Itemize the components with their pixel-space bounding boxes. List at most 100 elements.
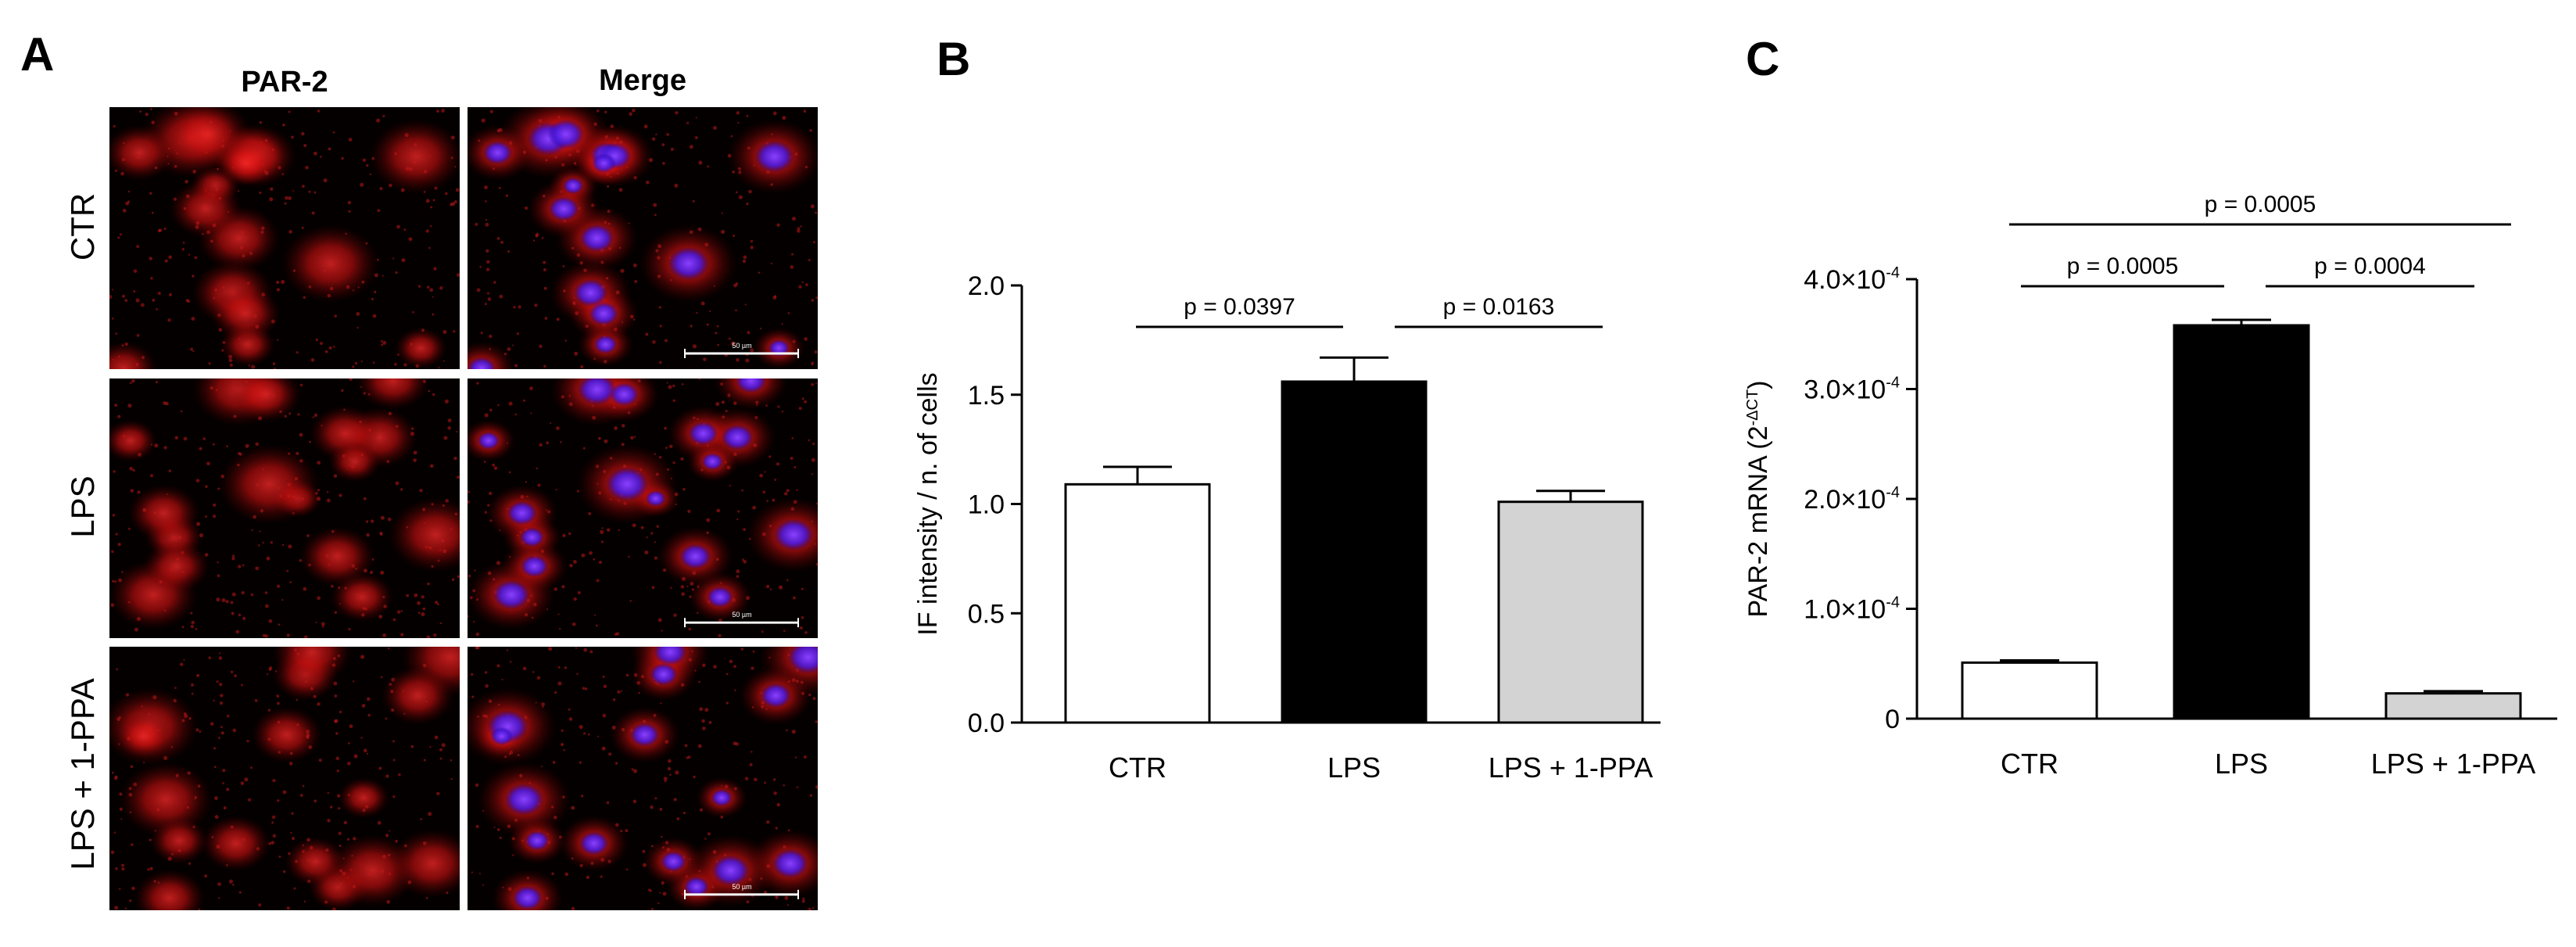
- speckle: [129, 811, 132, 814]
- speckle: [276, 694, 279, 698]
- speckle: [604, 221, 607, 224]
- cell-signal: [143, 540, 210, 593]
- speckle: [288, 230, 292, 234]
- speckle: [213, 766, 217, 769]
- speckle: [661, 630, 663, 632]
- speckle: [808, 439, 811, 442]
- speckle: [268, 619, 273, 623]
- speckle: [546, 833, 549, 835]
- speckle: [355, 567, 357, 570]
- speckle: [238, 891, 242, 894]
- speckle: [428, 389, 431, 393]
- speckle: [431, 565, 434, 568]
- speckle: [360, 361, 363, 363]
- speckle: [620, 690, 623, 692]
- speckle: [255, 325, 260, 329]
- cell-signal: [252, 706, 321, 763]
- speckle: [749, 762, 753, 766]
- speckle: [760, 877, 763, 880]
- speckle: [815, 720, 818, 723]
- speckle: [721, 400, 725, 404]
- speckle: [341, 156, 344, 160]
- speckle: [471, 871, 473, 873]
- speckle: [349, 724, 353, 729]
- speckle: [646, 536, 648, 539]
- scale-bar-label: 50 µm: [732, 611, 751, 619]
- speckle: [507, 250, 511, 253]
- speckle: [568, 532, 571, 536]
- speckle: [550, 422, 552, 425]
- nucleus: [468, 357, 496, 369]
- nucleus: [579, 831, 609, 856]
- speckle: [288, 762, 293, 766]
- speckle: [735, 309, 737, 312]
- speckle: [264, 138, 268, 142]
- speckle: [217, 561, 219, 564]
- speckle: [528, 781, 532, 784]
- speckle: [437, 603, 439, 606]
- speckle: [563, 749, 565, 752]
- speckle: [278, 751, 281, 754]
- speckle: [640, 468, 643, 472]
- speckle: [186, 805, 189, 809]
- speckle: [217, 882, 221, 886]
- speckle: [335, 756, 339, 761]
- speckle: [640, 526, 644, 529]
- speckle: [310, 687, 313, 691]
- speckle: [238, 613, 242, 617]
- speckle: [564, 872, 569, 877]
- speckle: [735, 282, 739, 285]
- speckle: [721, 784, 723, 787]
- speckle: [692, 199, 695, 203]
- speckle: [561, 395, 564, 399]
- speckle: [692, 571, 697, 576]
- speckle: [481, 118, 485, 123]
- speckle: [382, 854, 386, 859]
- speckle: [500, 240, 504, 244]
- speckle: [618, 188, 623, 192]
- speckle: [213, 194, 215, 196]
- speckle: [118, 716, 121, 719]
- speckle: [654, 556, 658, 560]
- speckle: [119, 792, 123, 796]
- speckle: [579, 260, 583, 265]
- speckle: [720, 815, 724, 819]
- speckle: [634, 280, 638, 283]
- speckle: [629, 314, 634, 319]
- speckle: [281, 280, 285, 285]
- speckle: [299, 459, 303, 463]
- y-axis-label: PAR-2 mRNA (2-ΔCT): [1743, 381, 1773, 618]
- speckle: [545, 159, 548, 162]
- speckle: [540, 549, 545, 553]
- speckle: [204, 874, 208, 878]
- speckle: [586, 875, 590, 880]
- speckle: [199, 533, 204, 538]
- cell-signal: [109, 342, 157, 369]
- speckle: [571, 622, 576, 626]
- speckle: [360, 655, 365, 659]
- speckle: [292, 511, 295, 515]
- speckle: [668, 385, 672, 389]
- speckle: [598, 560, 603, 565]
- x-tick-label: LPS: [1327, 752, 1381, 784]
- y-tick-label: 0: [1885, 705, 1900, 734]
- speckle: [413, 458, 417, 462]
- speckle: [590, 203, 595, 207]
- bar-lps: [2173, 324, 2310, 720]
- speckle: [544, 317, 548, 320]
- speckle: [387, 853, 391, 857]
- speckle: [334, 611, 338, 614]
- speckle: [422, 508, 426, 511]
- speckle: [592, 415, 597, 420]
- speckle: [410, 744, 414, 748]
- speckle: [521, 839, 525, 842]
- speckle: [157, 881, 160, 884]
- speckle: [727, 153, 732, 158]
- speckle: [278, 623, 281, 626]
- speckle: [128, 787, 132, 791]
- speckle: [482, 809, 485, 812]
- speckle: [815, 785, 818, 789]
- cell-signal: [128, 485, 199, 541]
- speckle: [658, 455, 662, 459]
- speckle: [339, 493, 342, 497]
